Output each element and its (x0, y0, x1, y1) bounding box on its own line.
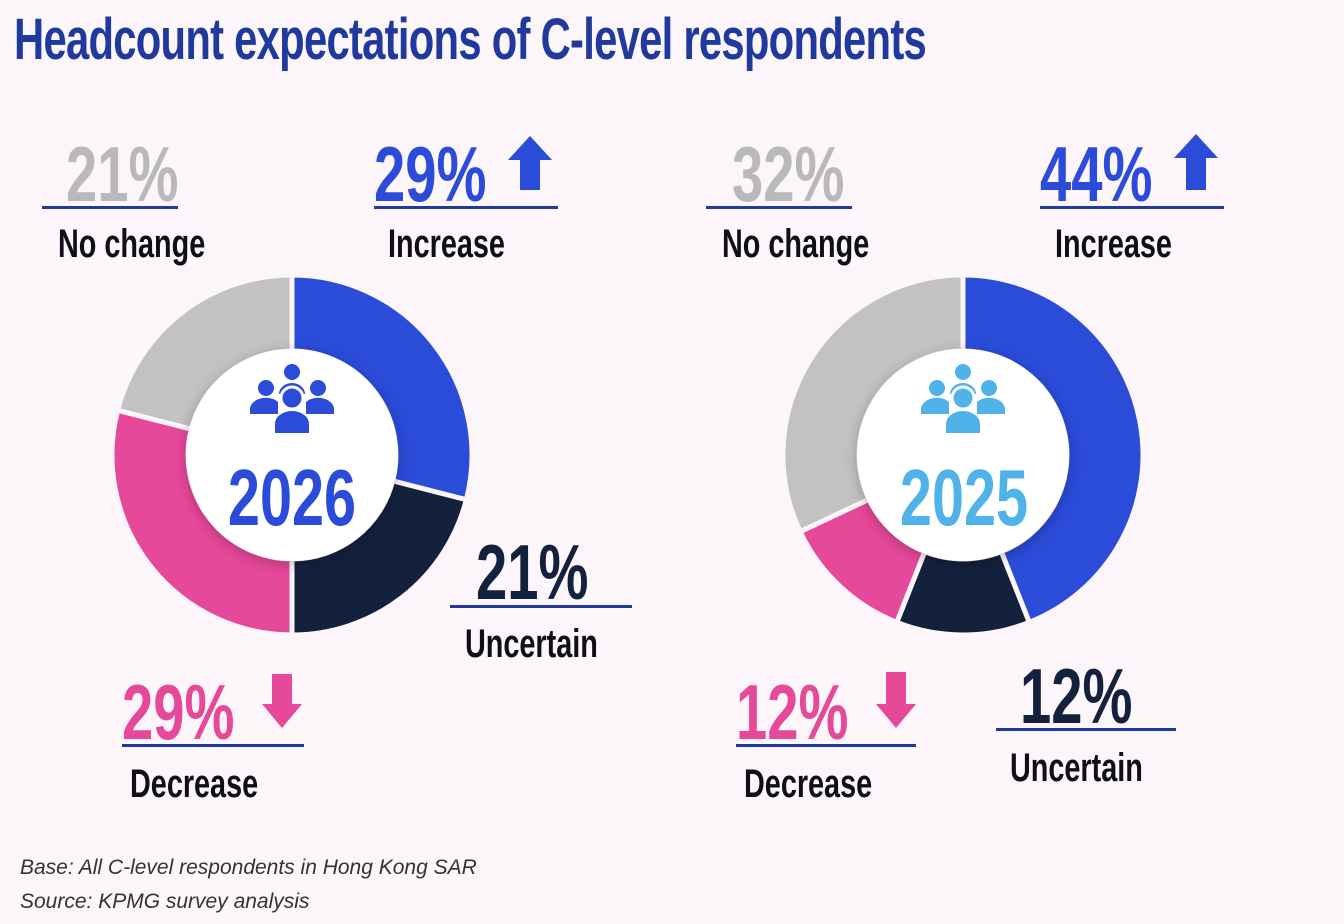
label-2025-uncertain-pct: 12% (1020, 652, 1133, 740)
footer-base: Base: All C-level respondents in Hong Ko… (20, 856, 477, 879)
donut-center (186, 349, 398, 561)
label-2025-decrease-pct: 12% (736, 668, 849, 756)
label-2026-decrease: Decrease (130, 762, 259, 806)
label-2025-uncertain: Uncertain (1010, 746, 1143, 790)
year-2026-label: 2026 (227, 453, 357, 542)
people-group-icon (921, 364, 1005, 435)
year-2025-label: 2025 (899, 453, 1029, 542)
label-2026-uncertain: Uncertain (465, 622, 598, 666)
label-2025-increase-pct: 44% (1040, 130, 1153, 218)
arrow-down-icon (262, 674, 302, 728)
label-2026-no-change: No change (58, 222, 206, 266)
divider (122, 744, 304, 747)
label-2026-decrease-pct: 29% (122, 668, 235, 756)
divider (1040, 206, 1224, 209)
divider (374, 206, 558, 209)
people-group-icon (250, 364, 334, 435)
label-2025-no-change-pct: 32% (732, 130, 845, 218)
label-2025-no-change: No change (722, 222, 870, 266)
divider (450, 605, 632, 608)
label-2026-increase-pct: 29% (374, 130, 487, 218)
divider (706, 206, 852, 209)
arrow-up-icon (1174, 134, 1218, 190)
divider (42, 206, 178, 209)
footer-source: Source: KPMG survey analysis (20, 890, 310, 913)
label-2026-no-change-pct: 21% (66, 130, 179, 218)
divider (996, 728, 1176, 731)
label-2025-decrease: Decrease (744, 762, 873, 806)
page-title: Headcount expectations of C-level respon… (14, 7, 927, 72)
label-2026-increase: Increase (388, 222, 505, 266)
label-2025-increase: Increase (1055, 222, 1172, 266)
arrow-up-icon (508, 136, 552, 190)
donut-center (857, 349, 1069, 561)
divider (736, 744, 916, 747)
arrow-down-icon (876, 672, 916, 728)
label-2026-uncertain-pct: 21% (476, 528, 589, 616)
